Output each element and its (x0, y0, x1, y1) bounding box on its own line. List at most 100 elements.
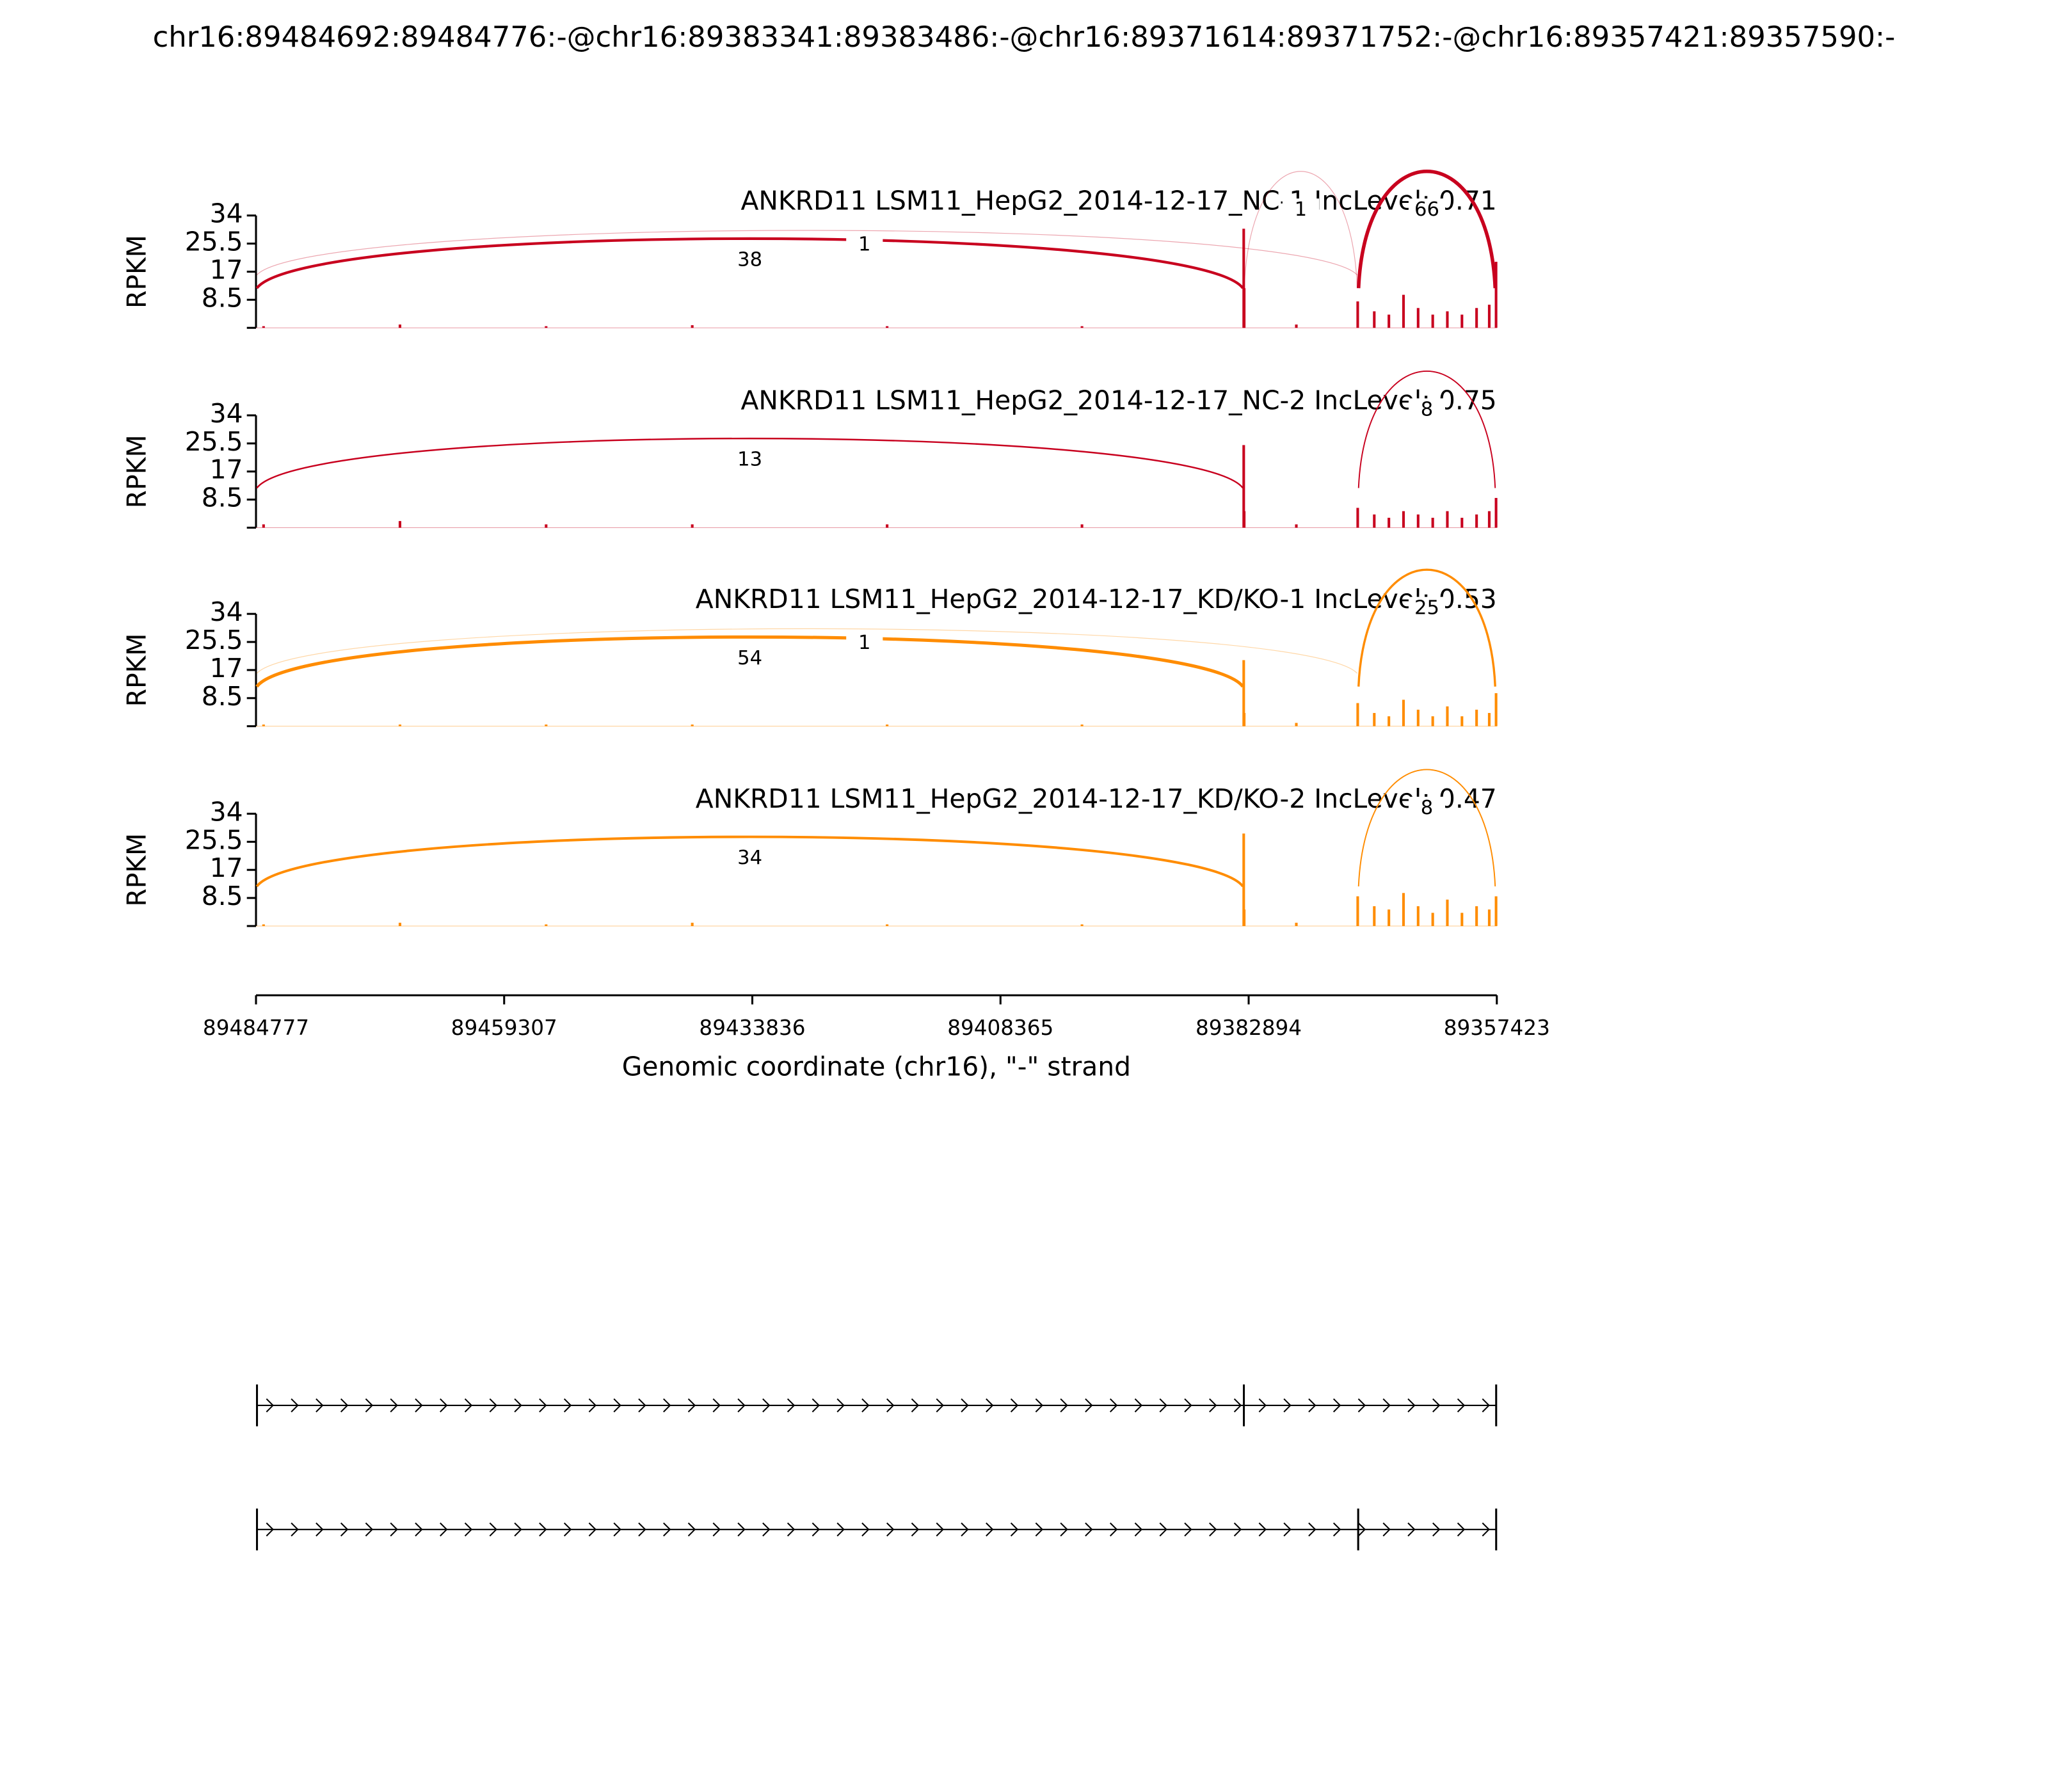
strand-arrow (539, 1398, 547, 1412)
transcript (256, 1508, 1498, 1551)
strand-arrow (1382, 1522, 1391, 1537)
junction-label-bg (732, 646, 769, 671)
junction-label-bg (1408, 796, 1446, 820)
junction-label-bg (1408, 198, 1446, 222)
junction-label-bg (1282, 198, 1319, 222)
strand-arrow (737, 1522, 746, 1537)
strand-arrow (415, 1398, 423, 1412)
coverage-bar (1388, 518, 1391, 528)
strand-arrow (663, 1522, 671, 1537)
coverage-bar (1242, 228, 1245, 328)
coverage-bar (1494, 693, 1498, 726)
strand-arrow (1457, 1398, 1466, 1412)
coverage-bar (1494, 262, 1498, 328)
junction-label-bg (732, 448, 769, 472)
strand-arrow (1283, 1398, 1292, 1412)
strand-arrow (489, 1522, 497, 1537)
coverage-bar (1373, 906, 1376, 926)
strand-arrow (1283, 1522, 1292, 1537)
junction-label: 38 (737, 248, 762, 271)
y-axis-label: RPKM (121, 633, 152, 707)
junction-label: 1 (1295, 198, 1307, 221)
strand-arrow (1258, 1522, 1267, 1537)
coverage-bar (262, 724, 265, 726)
junction-arc (1357, 371, 1496, 488)
junction-arc (1244, 171, 1358, 289)
strand-arrow (1332, 1398, 1341, 1412)
coverage-bar (1356, 703, 1359, 726)
strand-arrow (563, 1398, 572, 1412)
y-tick-label: 8.5 (202, 483, 243, 513)
coverage-bar (1242, 660, 1245, 726)
strand-arrow (588, 1522, 597, 1537)
junction-label: 8 (1421, 797, 1433, 819)
exon (1243, 1384, 1245, 1427)
coverage-bar (1356, 896, 1359, 926)
strand-arrow (1432, 1522, 1441, 1537)
strand-arrow (613, 1398, 621, 1412)
y-tick-label: 25.5 (185, 227, 243, 257)
coverage-bar (1243, 713, 1246, 726)
strand-arrow (563, 1522, 572, 1537)
junction-label-bg (846, 233, 883, 257)
coverage-bar (691, 524, 694, 528)
strand-arrow (687, 1522, 696, 1537)
coverage-bar (1242, 445, 1245, 528)
coverage-bar (1373, 514, 1376, 528)
junction-arc (1356, 170, 1497, 289)
y-tick-label: 17 (210, 653, 243, 684)
transcript (256, 1384, 1498, 1427)
coverage-bar (1475, 308, 1478, 328)
y-tick-label: 17 (210, 254, 243, 285)
strand-arrow (316, 1398, 324, 1412)
y-tick-label: 17 (210, 852, 243, 883)
strand-arrow (1482, 1522, 1490, 1537)
junction-label-bg (1408, 398, 1446, 422)
strand-arrow (1109, 1522, 1118, 1537)
coverage-bar (1494, 498, 1498, 528)
coverage-bar (1475, 906, 1478, 926)
coverage-bar (1487, 511, 1491, 528)
strand-arrow (1209, 1398, 1217, 1412)
strand-arrow (365, 1398, 374, 1412)
strand-arrow (539, 1522, 547, 1537)
junction-label: 25 (1414, 597, 1439, 620)
strand-arrow (1209, 1522, 1217, 1537)
x-tick-label: 89433836 (699, 1016, 805, 1040)
strand-arrow (1407, 1398, 1416, 1412)
strand-arrow (762, 1522, 771, 1537)
strand-arrow (836, 1398, 845, 1412)
strand-arrow (812, 1398, 820, 1412)
strand-arrow (340, 1398, 349, 1412)
junction-label-bg (732, 248, 769, 273)
strand-arrow (712, 1398, 721, 1412)
strand-arrow (1357, 1398, 1366, 1412)
coverage-bar (1388, 909, 1391, 926)
strand-arrow (712, 1522, 721, 1537)
junction-label: 1 (858, 234, 870, 256)
strand-arrow (1407, 1522, 1416, 1537)
strand-arrow (1109, 1398, 1118, 1412)
strand-arrow (1134, 1398, 1143, 1412)
strand-arrow (390, 1398, 398, 1412)
coverage-bar (1446, 899, 1449, 926)
coverage-bar (1295, 922, 1298, 926)
coverage-bar (1356, 508, 1359, 528)
coverage-bar (1460, 716, 1464, 726)
strand-arrow (1035, 1398, 1044, 1412)
coverage-bar (1080, 524, 1084, 528)
strand-arrow (514, 1522, 522, 1537)
strand-arrow (1035, 1522, 1044, 1537)
strand-arrow (1457, 1522, 1466, 1537)
strand-arrow (737, 1398, 746, 1412)
exon (1357, 1508, 1359, 1551)
strand-arrow (638, 1522, 646, 1537)
strand-arrow (1332, 1522, 1341, 1537)
coverage-bar (691, 922, 694, 926)
coverage-bar (1356, 301, 1359, 328)
y-axis-label: RPKM (121, 235, 152, 308)
coverage-bar (886, 524, 889, 528)
